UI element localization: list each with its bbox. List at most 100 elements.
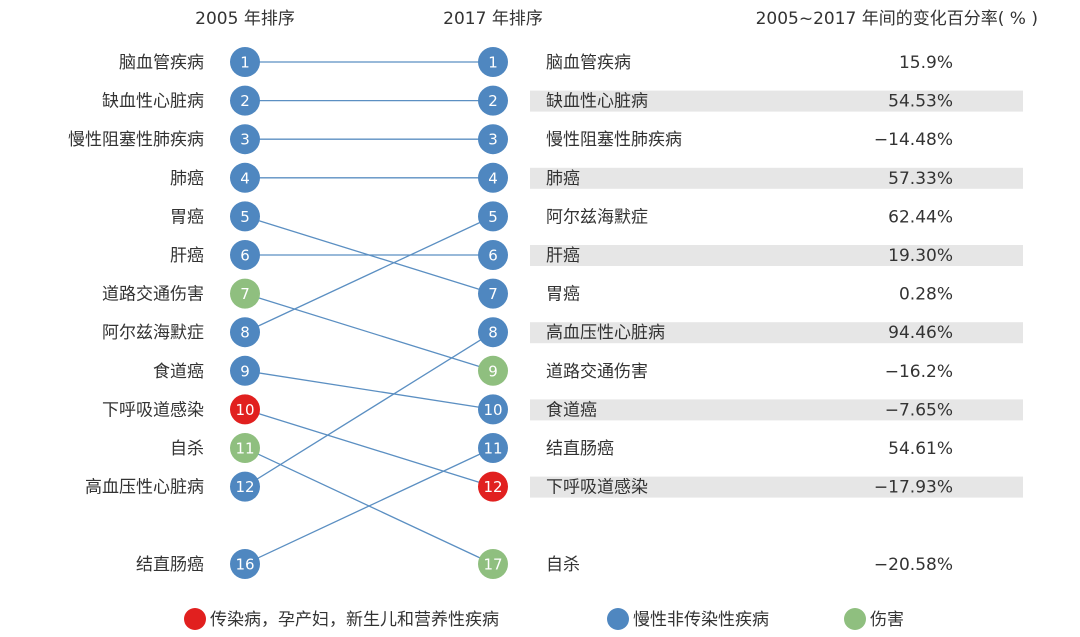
right-label: 缺血性心脏病 (546, 92, 648, 112)
right-label: 胃癌 (546, 285, 580, 305)
row-stripe (530, 90, 1023, 112)
right-rank-dot (478, 471, 508, 502)
connector-line (244, 408, 494, 488)
connector-line (244, 215, 494, 333)
left-rank-number: 7 (240, 285, 250, 303)
row-stripes (530, 90, 1023, 498)
change-percent: 0.28% (899, 285, 953, 305)
right-label: 肺癌 (546, 169, 580, 189)
legend-label: 传染病，孕产妇，新生儿和营养性疾病 (210, 610, 499, 630)
change-percent: −16.2% (885, 362, 953, 382)
left-rank-dot (230, 85, 260, 116)
left-rank-number: 10 (235, 401, 254, 419)
left-rank-number: 5 (240, 208, 250, 226)
right-rank-number: 4 (488, 169, 498, 187)
right-rank-number: 12 (483, 478, 502, 496)
header-right: 2005~2017 年间的变化百分率( % ) (756, 9, 1038, 29)
left-label: 道路交通伤害 (102, 285, 204, 305)
left-label: 肝癌 (170, 246, 204, 266)
right-rank-dot (478, 394, 508, 425)
left-rank-dot (230, 240, 260, 270)
left-rank-number: 1 (240, 54, 250, 72)
left-label: 食道癌 (153, 362, 204, 382)
right-rank-number: 10 (483, 401, 502, 419)
right-label: 自杀 (546, 555, 580, 575)
legend-label: 伤害 (870, 610, 904, 630)
change-percent: −20.58% (874, 555, 953, 575)
change-percent: −14.48% (874, 130, 953, 150)
right-rank-dot (478, 549, 508, 579)
right-rank-dot (478, 162, 508, 193)
left-rank-dot (230, 471, 260, 502)
right-rank-number: 1 (488, 54, 498, 72)
left-rank-number: 8 (240, 324, 250, 342)
left-rank-dot (230, 162, 260, 193)
left-rank-number: 11 (235, 440, 254, 458)
right-rank-number: 3 (488, 131, 498, 149)
row-stripe (530, 476, 1023, 498)
left-rank-number: 12 (235, 478, 254, 496)
legend-swatch (844, 608, 866, 630)
right-rank-dot (478, 317, 508, 348)
left-label: 慢性阻塞性肺疾病 (68, 129, 204, 150)
row-stripe (530, 167, 1023, 189)
right-label: 道路交通伤害 (546, 362, 648, 382)
left-rank-dot (230, 317, 260, 348)
right-label: 脑血管疾病 (546, 53, 631, 73)
left-rank-dot (230, 394, 260, 425)
header-left: 2005 年排序 (195, 9, 295, 29)
right-rank-dot (478, 278, 508, 309)
left-label: 下呼吸道感染 (102, 400, 204, 420)
left-rank-dot (230, 201, 260, 232)
right-rank-dot (478, 433, 508, 463)
legend: 传染病，孕产妇，新生儿和营养性疾病 慢性非传染性疾病 伤害 (184, 608, 904, 630)
left-rank-number: 9 (240, 362, 250, 380)
legend-swatch (607, 608, 629, 630)
right-column-2017: 1 脑血管疾病 15.9% 2 缺血性心脏病 54.53% 3 慢性阻塞性肺疾病 −14.48%… (478, 47, 953, 579)
change-percent: 54.61% (888, 439, 953, 459)
left-rank-dot (230, 549, 260, 579)
left-column-2005: 脑血管疾病 1 缺血性心脏病 2 慢性阻塞性肺疾病 3 肺癌 4 胃癌 5 肝癌 6 道路交通伤害 7 阿尔… (68, 47, 260, 579)
change-percent: −17.93% (874, 478, 953, 498)
right-rank-dot (478, 85, 508, 116)
change-percent: 54.53% (888, 92, 953, 112)
change-percent: 19.30% (888, 246, 953, 266)
right-rank-dot (478, 124, 508, 155)
right-label: 阿尔兹海默症 (546, 207, 648, 227)
left-label: 阿尔兹海默症 (102, 323, 204, 343)
row-stripe (530, 399, 1023, 421)
left-rank-dot (230, 278, 260, 309)
left-rank-dot (230, 355, 260, 386)
legend-label: 慢性非传染性疾病 (633, 609, 769, 630)
row-stripe (530, 322, 1023, 344)
right-rank-number: 17 (483, 556, 502, 574)
right-rank-number: 6 (488, 247, 498, 265)
left-label: 脑血管疾病 (119, 53, 204, 73)
change-percent: 57.33% (888, 169, 953, 189)
right-rank-number: 9 (488, 362, 498, 380)
left-label: 缺血性心脏病 (102, 92, 204, 112)
change-percent: 15.9% (899, 53, 953, 73)
change-percent: −7.65% (885, 400, 953, 420)
change-percent: 62.44% (888, 207, 953, 227)
right-label: 食道癌 (546, 400, 597, 420)
header-middle: 2017 年排序 (443, 9, 543, 29)
left-rank-number: 2 (240, 92, 250, 110)
right-rank-number: 11 (483, 440, 502, 458)
right-rank-dot (478, 47, 508, 77)
left-label: 自杀 (170, 439, 204, 459)
right-label: 肝癌 (546, 246, 580, 266)
change-percent: 94.46% (888, 323, 953, 343)
right-rank-number: 8 (488, 324, 498, 342)
right-label: 慢性阻塞性肺疾病 (546, 129, 682, 150)
connector-line (244, 447, 494, 565)
left-label: 胃癌 (170, 207, 204, 227)
right-label: 高血压性心脏病 (546, 323, 665, 343)
left-rank-dot (230, 47, 260, 77)
left-label: 结直肠癌 (136, 555, 204, 575)
left-rank-number: 3 (240, 131, 250, 149)
right-rank-number: 5 (488, 208, 498, 226)
connector-line (244, 370, 494, 411)
connector-line (244, 331, 494, 488)
